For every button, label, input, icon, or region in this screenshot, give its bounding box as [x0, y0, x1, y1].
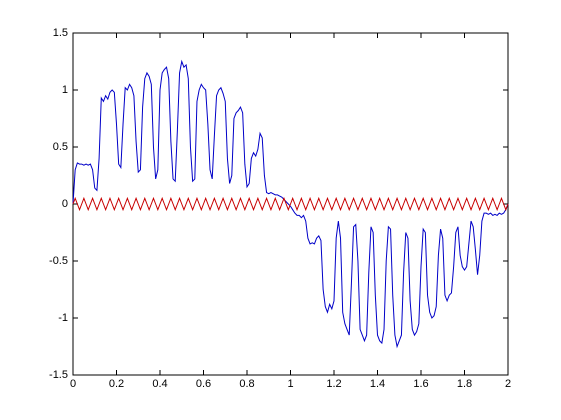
- x-tick-label: 1.6: [413, 378, 428, 390]
- y-tick-label: -1: [58, 312, 68, 324]
- y-tick-label: 0: [62, 198, 68, 210]
- y-tick-label: -0.5: [49, 255, 68, 267]
- x-tick-label: 0.4: [152, 378, 167, 390]
- y-tick-label: 0.5: [53, 141, 68, 153]
- x-tick-label: 0.8: [239, 378, 254, 390]
- x-tick-label: 1: [287, 378, 293, 390]
- y-tick-label: -1.5: [49, 369, 68, 381]
- x-tick-label: 1.2: [326, 378, 341, 390]
- line-series: [72, 196, 509, 212]
- x-tick-label: 1.4: [370, 378, 385, 390]
- y-tick-label: 1.5: [53, 27, 68, 39]
- y-tick-label: 1: [62, 84, 68, 96]
- x-tick-label: 2: [505, 378, 511, 390]
- x-tick-label: 1.8: [457, 378, 472, 390]
- line-series: [72, 59, 509, 349]
- x-tick-label: 0.2: [109, 378, 124, 390]
- x-tick-label: 0.6: [196, 378, 211, 390]
- x-tick-label: 0: [70, 378, 76, 390]
